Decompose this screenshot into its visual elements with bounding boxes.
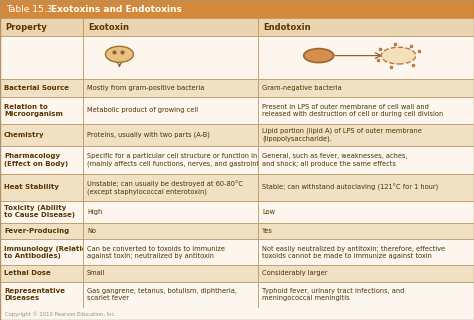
Bar (258, 223, 474, 239)
Bar (258, 265, 474, 282)
Text: Table 15.3: Table 15.3 (6, 4, 52, 14)
Bar (83, 124, 258, 146)
Bar (0, 174, 83, 201)
Bar (0, 201, 83, 223)
Bar (0, 223, 83, 239)
Text: Unstable; can usually be destroyed at 60-80°C
(except staphylococcal enterotoxin: Unstable; can usually be destroyed at 60… (87, 180, 243, 195)
Bar (258, 36, 474, 79)
Text: Fever-Producing: Fever-Producing (4, 228, 69, 234)
Text: Present in LPS of outer membrane of cell wall and
released with destruction of c: Present in LPS of outer membrane of cell… (262, 104, 444, 117)
Bar (0, 146, 83, 174)
Bar (258, 282, 474, 308)
Text: Mostly from gram-positive bacteria: Mostly from gram-positive bacteria (87, 85, 204, 91)
Bar (83, 282, 258, 308)
Bar (83, 18, 258, 36)
Bar (0, 18, 83, 36)
Text: Endotoxin: Endotoxin (264, 23, 311, 32)
Text: Stable; can withstand autoclaving (121°C for 1 hour): Stable; can withstand autoclaving (121°C… (262, 184, 438, 191)
Text: Property: Property (5, 23, 47, 32)
Text: Not easily neutralized by antitoxin; therefore, effective
toxoids cannot be made: Not easily neutralized by antitoxin; the… (262, 245, 446, 259)
Text: Pharmacology
(Effect on Body): Pharmacology (Effect on Body) (4, 153, 68, 167)
Text: Relation to
Microorganism: Relation to Microorganism (4, 104, 63, 117)
Text: Gram-negative bacteria: Gram-negative bacteria (262, 85, 342, 91)
Text: Lethal Dose: Lethal Dose (4, 270, 51, 276)
Text: Lipid portion (lipid A) of LPS of outer membrane
(lipopolysaccharide).: Lipid portion (lipid A) of LPS of outer … (262, 128, 422, 142)
Bar (83, 146, 258, 174)
Bar (0, 265, 83, 282)
Text: Heat Stability: Heat Stability (4, 184, 59, 190)
Bar (83, 223, 258, 239)
Text: Considerably larger: Considerably larger (262, 270, 328, 276)
Ellipse shape (304, 49, 334, 63)
Text: Low: Low (262, 209, 275, 215)
Bar (83, 36, 258, 79)
Text: Exotoxins and Endotoxins: Exotoxins and Endotoxins (51, 4, 182, 14)
Text: Toxicity (Ability
to Cause Disease): Toxicity (Ability to Cause Disease) (4, 205, 75, 218)
Bar (258, 239, 474, 265)
Text: Metabolic product of growing cell: Metabolic product of growing cell (87, 108, 198, 113)
Text: Gas gangrene, tetanus, botulism, diphtheria,
scarlet fever: Gas gangrene, tetanus, botulism, diphthe… (87, 288, 237, 301)
Bar (0, 124, 83, 146)
Text: Immunology (Relation
to Antibodies): Immunology (Relation to Antibodies) (4, 245, 91, 259)
Bar (258, 79, 474, 97)
Text: Exotoxin: Exotoxin (88, 23, 129, 32)
Ellipse shape (105, 46, 134, 62)
Bar (83, 239, 258, 265)
Bar (0, 239, 83, 265)
Text: Proteins, usually with two parts (A-B): Proteins, usually with two parts (A-B) (87, 132, 210, 138)
Bar (0, 79, 83, 97)
Bar (258, 18, 474, 36)
Bar (83, 97, 258, 124)
Bar (258, 201, 474, 223)
Text: Representative
Diseases: Representative Diseases (4, 288, 65, 301)
Bar (258, 124, 474, 146)
Text: Small: Small (87, 270, 105, 276)
Text: Bacterial Source: Bacterial Source (4, 85, 69, 91)
Text: General, such as fever, weaknesses, aches,
and shock; all produce the same effec: General, such as fever, weaknesses, ache… (262, 153, 408, 167)
Text: Can be converted to toxoids to immunize
against toxin; neutralized by antitoxin: Can be converted to toxoids to immunize … (87, 245, 225, 259)
Text: High: High (87, 209, 102, 215)
Bar (0, 36, 83, 79)
Text: Specific for a particular cell structure or function in the host
(mainly affects: Specific for a particular cell structure… (87, 153, 302, 167)
Bar (0, 97, 83, 124)
Bar (83, 174, 258, 201)
Text: Typhoid fever, urinary tract infections, and
meningococcal meningitis: Typhoid fever, urinary tract infections,… (262, 288, 405, 301)
Text: Copyright © 2010 Pearson Education, Inc.: Copyright © 2010 Pearson Education, Inc. (5, 311, 116, 317)
Ellipse shape (381, 47, 416, 64)
Bar (83, 201, 258, 223)
Bar (83, 79, 258, 97)
Bar (258, 146, 474, 174)
Bar (83, 265, 258, 282)
Bar (0, 308, 474, 320)
Text: No: No (87, 228, 96, 234)
Bar (258, 97, 474, 124)
Text: Yes: Yes (262, 228, 273, 234)
Bar (0, 282, 83, 308)
Bar (0, 0, 474, 18)
Text: Chemistry: Chemistry (4, 132, 45, 138)
Bar (258, 174, 474, 201)
